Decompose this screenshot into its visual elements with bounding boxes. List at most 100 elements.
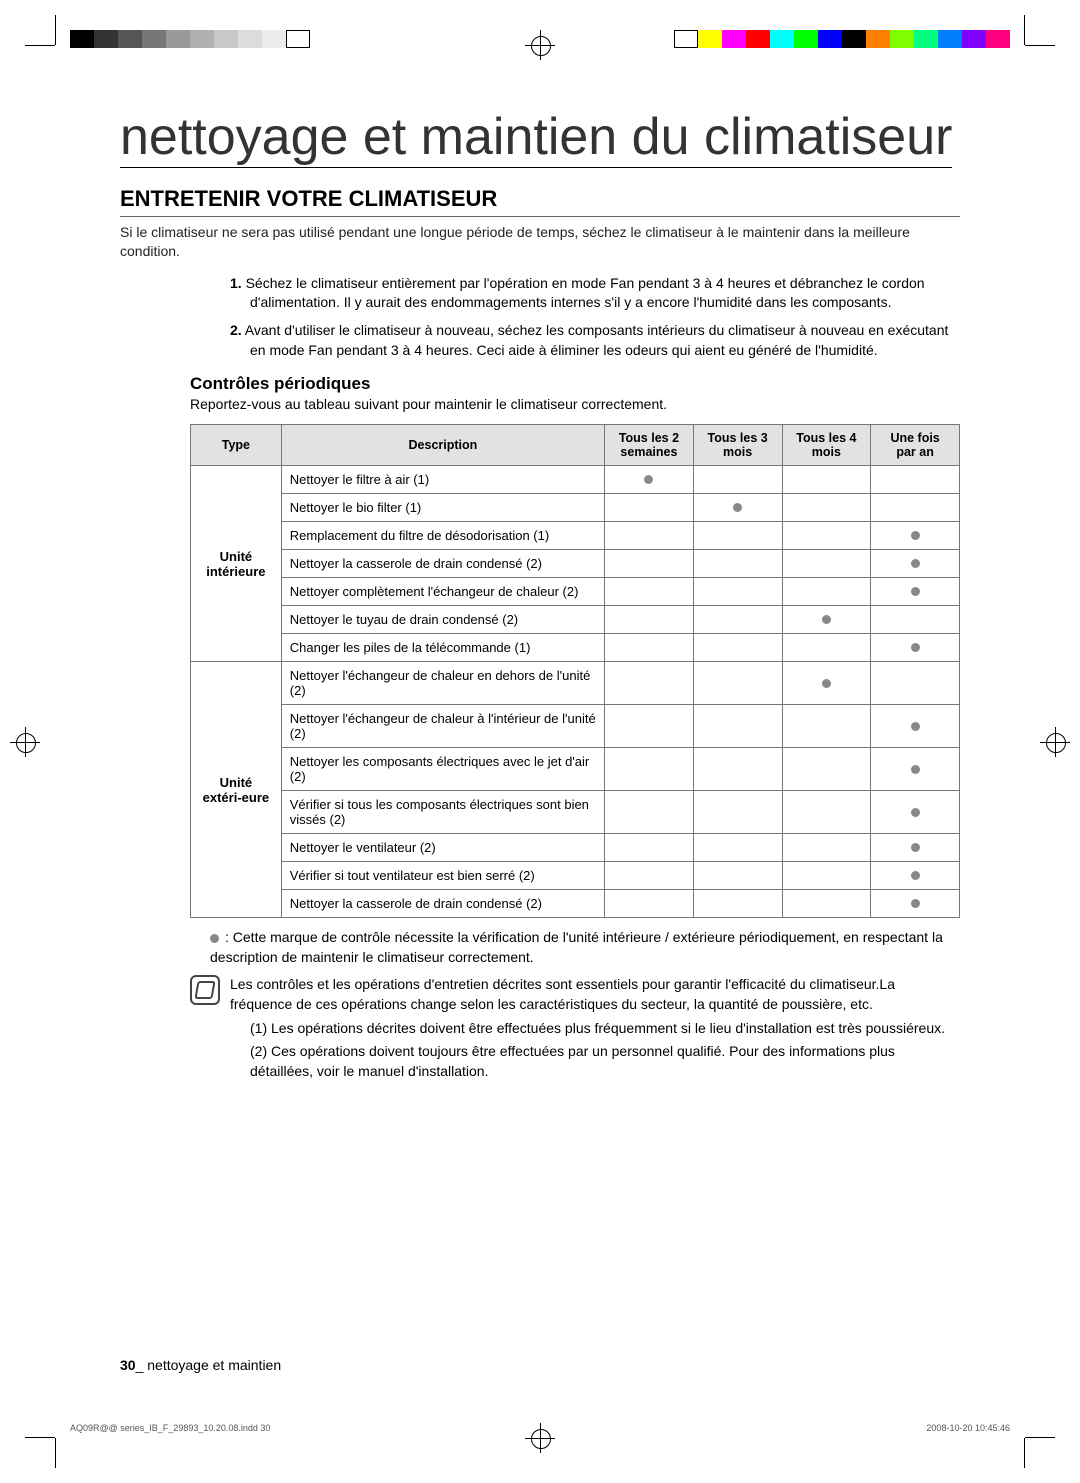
mark-cell	[782, 862, 871, 890]
crop-mark	[55, 1438, 56, 1468]
steps-list: 1. Séchez le climatiseur entièrement par…	[120, 274, 960, 360]
mark-cell	[782, 791, 871, 834]
table-header-cell: Tous les 3 mois	[693, 425, 782, 466]
dot-icon	[911, 765, 920, 774]
mark-cell	[871, 890, 960, 918]
mark-cell	[782, 748, 871, 791]
mark-cell	[782, 606, 871, 634]
maintenance-table: TypeDescriptionTous les 2 semainesTous l…	[190, 424, 960, 918]
description-cell: Nettoyer le filtre à air (1)	[281, 466, 604, 494]
table-row: Vérifier si tous les composants électriq…	[191, 791, 960, 834]
table-row: Nettoyer l'échangeur de chaleur à l'inté…	[191, 705, 960, 748]
table-row: Nettoyer le bio filter (1)	[191, 494, 960, 522]
mark-cell	[693, 748, 782, 791]
mark-cell	[782, 662, 871, 705]
mark-cell	[782, 705, 871, 748]
mark-cell	[782, 522, 871, 550]
print-footer-right: 2008-10-20 10:45:46	[926, 1423, 1010, 1433]
mark-cell	[871, 748, 960, 791]
mark-cell	[782, 494, 871, 522]
type-cell: Unité extéri-eure	[191, 662, 282, 918]
section-heading: ENTRETENIR VOTRE CLIMATISEUR	[120, 186, 960, 217]
table-row: Nettoyer les composants électriques avec…	[191, 748, 960, 791]
mark-cell	[693, 890, 782, 918]
mark-cell	[605, 705, 694, 748]
mark-cell	[693, 662, 782, 705]
registration-target-icon	[10, 727, 40, 757]
description-cell: Nettoyer la casserole de drain condensé …	[281, 550, 604, 578]
description-cell: Vérifier si tout ventilateur est bien se…	[281, 862, 604, 890]
table-row: Unité intérieureNettoyer le filtre à air…	[191, 466, 960, 494]
table-row: Nettoyer le tuyau de drain condensé (2)	[191, 606, 960, 634]
registration-target-icon	[1040, 727, 1070, 757]
mark-cell	[693, 578, 782, 606]
dot-icon	[822, 615, 831, 624]
print-footer: AQ09R@@ series_IB_F_29893_10.20.08.indd …	[70, 1423, 1010, 1433]
crop-mark	[25, 45, 55, 46]
table-header-cell: Une fois par an	[871, 425, 960, 466]
description-cell: Nettoyer le tuyau de drain condensé (2)	[281, 606, 604, 634]
mark-cell	[605, 834, 694, 862]
subsection-heading: Contrôles périodiques	[190, 374, 960, 394]
dot-icon	[911, 587, 920, 596]
description-cell: Nettoyer le bio filter (1)	[281, 494, 604, 522]
mark-cell	[782, 466, 871, 494]
dot-icon	[210, 934, 219, 943]
mark-cell	[871, 466, 960, 494]
table-row: Changer les piles de la télécommande (1)	[191, 634, 960, 662]
description-cell: Vérifier si tous les composants électriq…	[281, 791, 604, 834]
crop-mark	[1024, 1438, 1025, 1468]
table-row: Nettoyer la casserole de drain condensé …	[191, 550, 960, 578]
table-body: Unité intérieureNettoyer le filtre à air…	[191, 466, 960, 918]
crop-mark	[25, 1437, 55, 1438]
mark-cell	[871, 834, 960, 862]
dot-icon	[911, 808, 920, 817]
mark-cell	[871, 606, 960, 634]
table-row: Remplacement du filtre de désodorisation…	[191, 522, 960, 550]
dot-icon	[911, 643, 920, 652]
mark-cell	[693, 862, 782, 890]
dot-icon	[644, 475, 653, 484]
mark-cell	[693, 634, 782, 662]
mark-cell	[605, 494, 694, 522]
color-bar	[674, 30, 1010, 48]
page: nettoyage et maintien du climatiseur ENT…	[0, 0, 1080, 1483]
mark-cell	[693, 705, 782, 748]
description-cell: Nettoyer la casserole de drain condensé …	[281, 890, 604, 918]
crop-mark	[1024, 15, 1025, 45]
note-icon	[190, 975, 220, 1005]
mark-cell	[605, 578, 694, 606]
mark-cell	[782, 890, 871, 918]
step-item: 2. Avant d'utiliser le climatiseur à nou…	[230, 321, 960, 360]
table-header-cell: Tous les 2 semaines	[605, 425, 694, 466]
type-cell: Unité intérieure	[191, 466, 282, 662]
dot-icon	[911, 559, 920, 568]
content-area: nettoyage et maintien du climatiseur ENT…	[120, 110, 960, 1373]
mark-cell	[693, 522, 782, 550]
mark-cell	[605, 890, 694, 918]
mark-cell	[871, 705, 960, 748]
table-row: Unité extéri-eureNettoyer l'échangeur de…	[191, 662, 960, 705]
mark-cell	[693, 494, 782, 522]
mark-cell	[871, 634, 960, 662]
page-title: nettoyage et maintien du climatiseur	[120, 110, 952, 168]
subsection-text: Reportez-vous au tableau suivant pour ma…	[190, 396, 960, 412]
description-cell: Nettoyer complètement l'échangeur de cha…	[281, 578, 604, 606]
description-cell: Nettoyer l'échangeur de chaleur à l'inté…	[281, 705, 604, 748]
mark-cell	[871, 862, 960, 890]
table-header-row: TypeDescriptionTous les 2 semainesTous l…	[191, 425, 960, 466]
note-line-2: (2) Ces opérations doivent toujours être…	[250, 1042, 960, 1081]
mark-cell	[605, 862, 694, 890]
mark-cell	[871, 578, 960, 606]
table-row: Nettoyer complètement l'échangeur de cha…	[191, 578, 960, 606]
description-cell: Remplacement du filtre de désodorisation…	[281, 522, 604, 550]
mark-cell	[605, 791, 694, 834]
mark-cell	[605, 634, 694, 662]
table-header-cell: Description	[281, 425, 604, 466]
print-footer-left: AQ09R@@ series_IB_F_29893_10.20.08.indd …	[70, 1423, 270, 1433]
mark-cell	[871, 791, 960, 834]
dot-icon	[733, 503, 742, 512]
mark-cell	[605, 466, 694, 494]
description-cell: Nettoyer l'échangeur de chaleur en dehor…	[281, 662, 604, 705]
mark-cell	[871, 550, 960, 578]
